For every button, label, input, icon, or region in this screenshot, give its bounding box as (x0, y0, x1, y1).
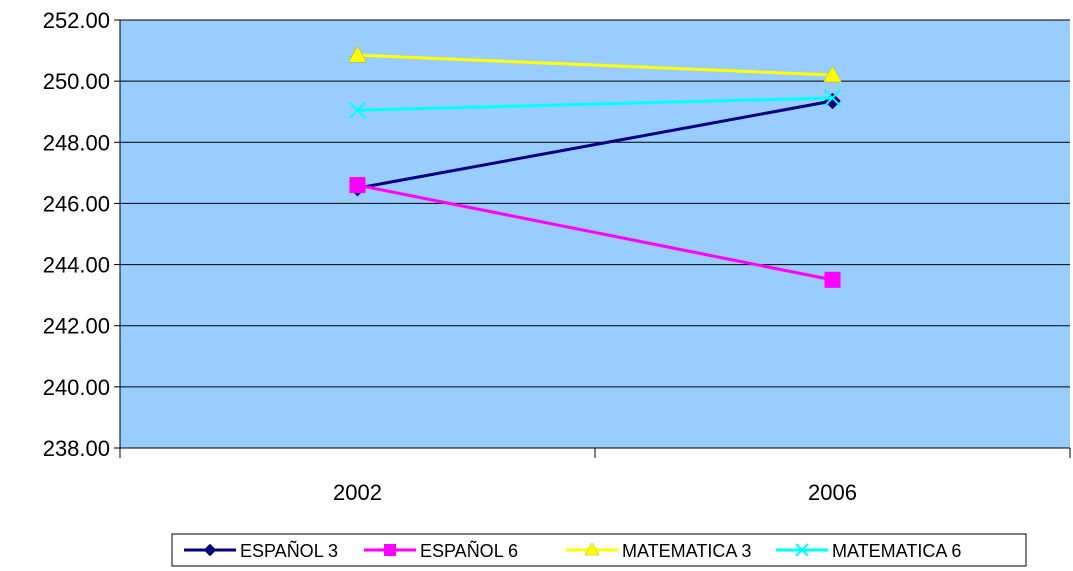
legend-entry: ESPAÑOL 6 (364, 540, 518, 561)
x-axis-tick-labels: 2002 2006 (333, 480, 857, 505)
y-tick-label: 242.00 (43, 314, 110, 339)
series-line (357, 96, 833, 112)
y-tick-label: 246.00 (43, 191, 110, 216)
axes (114, 19, 1071, 458)
y-tick-label: 240.00 (43, 375, 110, 400)
legend-label: MATEMATICA 3 (622, 541, 751, 561)
data-point-x-stroke (795, 543, 809, 557)
legend-entry: ESPAÑOL 3 (184, 540, 338, 561)
legend-label: ESPAÑOL 3 (240, 540, 338, 561)
series-2 (348, 45, 842, 83)
data-point-square (349, 177, 366, 194)
legend-entry: MATEMATICA 3 (566, 541, 751, 561)
y-tick-label: 244.00 (43, 253, 110, 278)
data-point-x (823, 89, 842, 107)
data-point-x (795, 543, 809, 557)
x-tick-label: 2006 (808, 480, 857, 505)
series-line (357, 183, 833, 282)
series-1 (349, 177, 841, 288)
y-tick-label: 238.00 (43, 436, 110, 461)
series-lines (348, 45, 842, 288)
data-point-square (384, 544, 396, 556)
series-line (357, 53, 833, 77)
data-point-x-stroke (348, 101, 367, 119)
y-axis-tick-labels: 238.00 240.00 242.00 244.00 246.00 248.00 250.… (43, 8, 110, 461)
y-tick-label: 248.00 (43, 130, 110, 155)
data-point-square (824, 271, 841, 288)
legend: ESPAÑOL 3 ESPAÑOL 6 MATEMATICA 3 MATEMATICA… (171, 533, 1027, 567)
y-tick-label: 250.00 (43, 69, 110, 94)
data-point-diamond (203, 543, 217, 557)
legend-label: MATEMATICA 6 (832, 541, 961, 561)
data-point-x (348, 101, 367, 119)
legend-entry: MATEMATICA 6 (776, 541, 961, 561)
series-line (357, 99, 833, 190)
data-point-x-stroke (823, 89, 842, 107)
data-point-triangle (348, 45, 367, 63)
data-point-triangle (584, 542, 600, 556)
y-tick-label: 252.00 (43, 8, 110, 33)
data-point-triangle (823, 65, 842, 83)
series-3 (348, 89, 842, 119)
legend-label: ESPAÑOL 6 (420, 540, 518, 561)
x-tick-label: 2002 (333, 480, 382, 505)
